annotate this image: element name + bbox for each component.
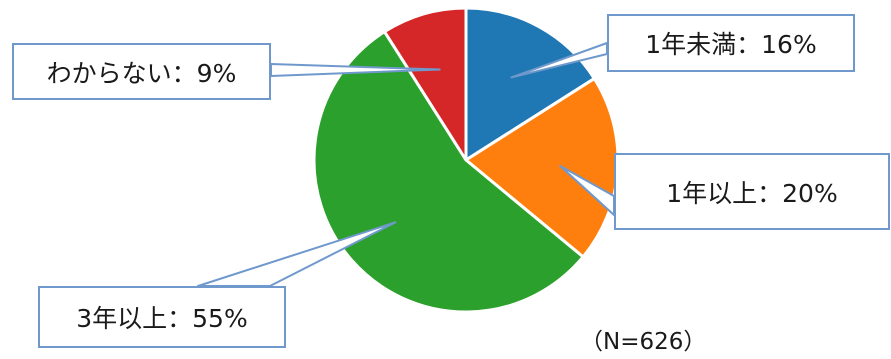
- leader-line: [270, 63, 441, 77]
- data-label-1nen-miman: 1年未満：16%: [607, 14, 855, 72]
- pie-slice-wakaranai: [383, 6, 468, 162]
- data-label-3nen-ijou: 3年以上：55%: [38, 286, 286, 348]
- pie-slices: [312, 6, 620, 314]
- pie-slice-3nen-ijou: [312, 30, 585, 314]
- sample-size-note: （N=626）: [580, 329, 707, 355]
- data-label-wakaranai: わからない：9%: [12, 43, 271, 100]
- pie-slice-1nen-miman: [464, 6, 596, 162]
- data-label-1nen-ijou: 1年以上：20%: [614, 153, 890, 230]
